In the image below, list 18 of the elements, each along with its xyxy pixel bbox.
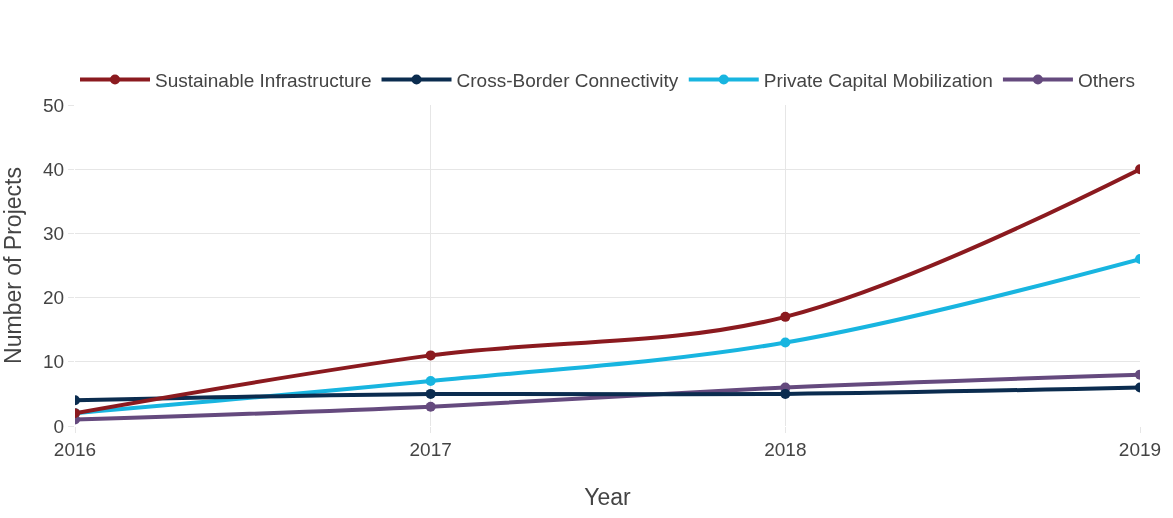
y-tick-label: 50 xyxy=(43,94,65,116)
y-tick-label: 20 xyxy=(43,287,65,309)
y-tick-label: 0 xyxy=(53,415,65,437)
legend-label: Cross-Border Connectivity xyxy=(456,69,679,91)
y-axis-title: Number of Projects xyxy=(0,167,26,364)
point xyxy=(780,337,791,348)
y-tick-label: 10 xyxy=(43,351,65,373)
legend-label: Private Capital Mobilization xyxy=(763,69,993,91)
x-axis-title: Year xyxy=(584,484,632,511)
y-tick-label: 30 xyxy=(43,223,65,245)
x-tick-label: 2016 xyxy=(53,438,97,460)
point xyxy=(425,376,436,387)
x-tick-label: 2017 xyxy=(409,438,452,460)
legend-label: Sustainable Infrastructure xyxy=(155,69,372,91)
x-tick-label: 2019 xyxy=(1118,438,1162,460)
y-tick-label: 40 xyxy=(43,158,65,180)
x-tick-label: 2018 xyxy=(764,438,807,460)
legend-label: Others xyxy=(1077,69,1135,91)
